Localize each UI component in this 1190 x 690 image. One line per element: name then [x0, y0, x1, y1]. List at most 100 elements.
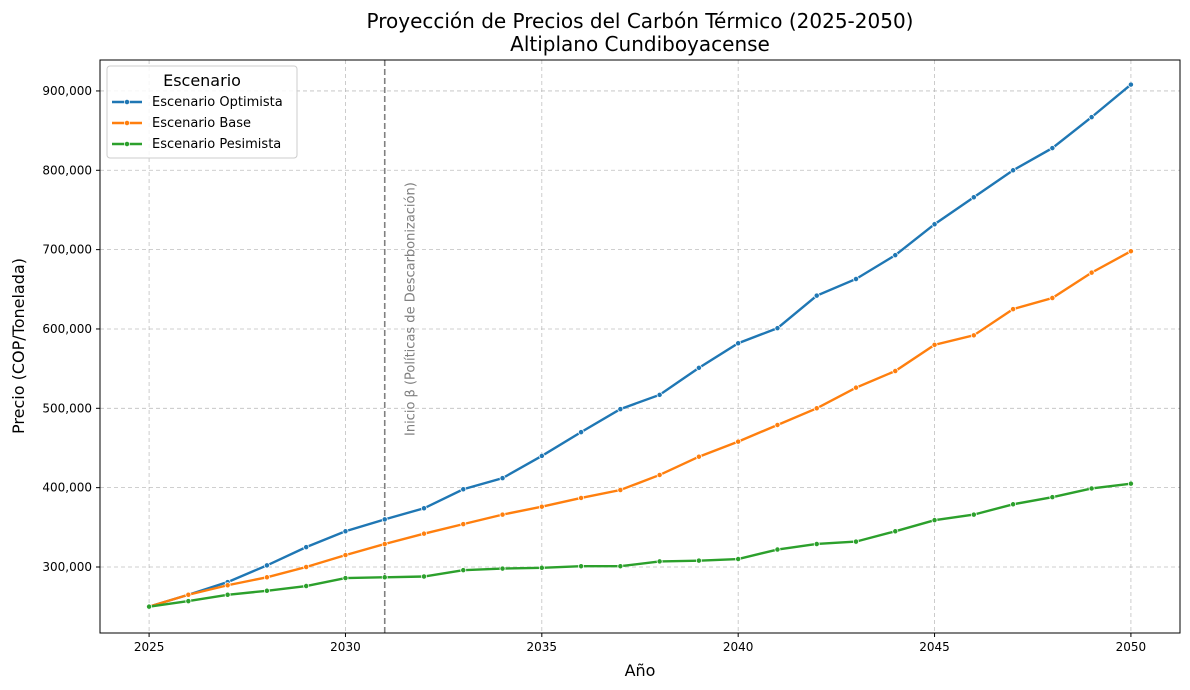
data-point [421, 505, 427, 512]
x-tick-label: 2025 [134, 640, 165, 654]
x-tick-label: 2040 [723, 640, 754, 654]
data-point [538, 564, 545, 571]
data-point [853, 384, 859, 391]
data-point [460, 521, 467, 528]
data-point [499, 475, 506, 482]
data-point [342, 528, 349, 535]
data-point [342, 552, 349, 559]
data-point [1010, 306, 1017, 313]
data-point [499, 565, 506, 572]
data-point [1127, 81, 1134, 88]
legend-entry: Escenario Base [152, 116, 251, 131]
data-point [460, 486, 467, 493]
data-point [263, 587, 270, 594]
data-point [578, 495, 585, 501]
data-point [774, 422, 781, 428]
data-point [460, 567, 467, 574]
data-point [1010, 167, 1017, 174]
data-point [892, 252, 899, 259]
data-point [656, 558, 663, 565]
data-point [578, 429, 585, 436]
plot-frame [99, 59, 1181, 634]
y-tick-label: 500,000 [42, 401, 92, 415]
data-point [224, 582, 231, 589]
data-point [617, 487, 624, 493]
data-point [1088, 114, 1095, 121]
y-tick-label: 600,000 [42, 322, 92, 336]
data-point [1049, 295, 1056, 301]
data-point [538, 503, 545, 510]
data-point [892, 528, 899, 535]
data-point [695, 364, 702, 371]
x-tick-label: 2035 [527, 640, 558, 654]
data-point [303, 583, 310, 589]
y-tick-label: 900,000 [42, 84, 92, 98]
legend-title: Escenario [163, 71, 241, 90]
data-point [853, 538, 859, 545]
data-point [853, 276, 859, 282]
x-tick-label: 2030 [330, 640, 361, 654]
data-point [263, 574, 270, 581]
data-point [813, 292, 820, 299]
legend-entry: Escenario Pesimista [152, 137, 281, 152]
data-point [224, 591, 231, 598]
data-point [421, 573, 427, 580]
data-point [263, 562, 270, 569]
series-line [148, 250, 1132, 608]
data-point [931, 341, 938, 348]
data-point [1088, 485, 1095, 492]
data-point [1049, 494, 1056, 501]
legend-entry: Escenario Optimista [152, 95, 283, 110]
x-axis-label: Año [625, 661, 656, 680]
legend-swatch-marker [124, 141, 130, 147]
data-point [695, 557, 702, 564]
data-point [617, 406, 624, 413]
legend-swatch-marker [124, 120, 130, 126]
data-point [656, 472, 663, 478]
data-point [931, 221, 938, 228]
y-tick-label: 700,000 [42, 243, 92, 257]
data-point [185, 598, 192, 605]
annotation-label: Inicio β (Políticas de Descarbonización) [404, 182, 419, 436]
data-point [695, 453, 702, 460]
data-point [774, 325, 781, 332]
data-point [1010, 501, 1017, 508]
data-point [735, 438, 742, 445]
data-point [931, 517, 938, 524]
data-point [735, 340, 742, 347]
y-axis-label: Precio (COP/Tonelada) [9, 258, 28, 434]
data-point [1127, 248, 1134, 255]
data-point [735, 556, 742, 563]
data-point [342, 575, 349, 582]
data-point [892, 368, 899, 374]
y-tick-label: 300,000 [42, 560, 92, 574]
data-point [381, 516, 388, 523]
data-point [813, 405, 820, 412]
data-point [499, 511, 506, 518]
legend-box [106, 65, 298, 159]
data-point [970, 194, 977, 201]
data-point [1127, 480, 1134, 487]
data-point [146, 603, 153, 610]
legend-swatch-marker [124, 99, 130, 105]
data-point [970, 332, 977, 339]
data-point [656, 391, 663, 398]
data-point [813, 541, 820, 547]
data-point [421, 530, 427, 537]
data-point [538, 452, 545, 459]
series-line [148, 83, 1132, 608]
data-point [970, 511, 977, 518]
data-point [381, 574, 388, 581]
legend: Escenario Escenario Optimista Escenario Ba… [106, 65, 298, 159]
x-tick-label: 2045 [919, 640, 950, 654]
data-point [303, 544, 310, 551]
data-point [1088, 269, 1095, 276]
x-tick-label: 2050 [1116, 640, 1147, 654]
series-line [148, 482, 1132, 608]
data-point [381, 541, 388, 547]
data-point [774, 546, 781, 553]
data-point [578, 563, 585, 570]
y-tick-label: 400,000 [42, 481, 92, 495]
data-point [185, 591, 192, 598]
